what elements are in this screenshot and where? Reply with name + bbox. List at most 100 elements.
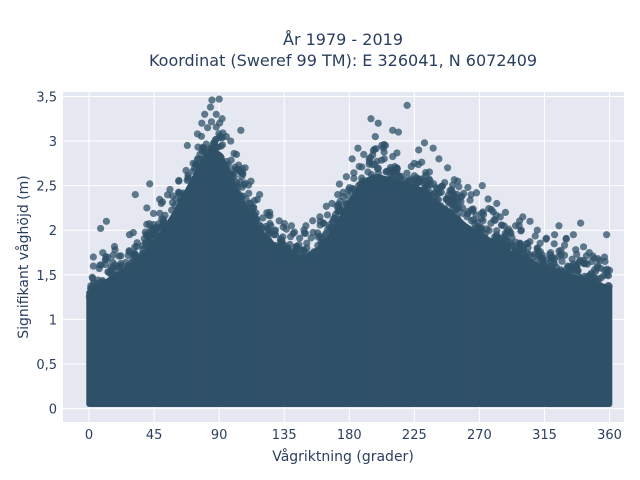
scatter-point xyxy=(159,219,167,227)
scatter-point xyxy=(114,262,122,271)
scatter-point xyxy=(286,240,294,249)
scatter-point xyxy=(322,202,330,210)
scatter-point xyxy=(502,231,510,239)
x-tick-label: 315 xyxy=(532,428,557,443)
scatter-point xyxy=(454,177,462,185)
scatter-point xyxy=(189,159,197,167)
scatter-point xyxy=(542,235,550,243)
y-tick-label: 3,5 xyxy=(36,90,57,105)
x-tick-labels: 0 45 90 135 180 225 270 315 360 xyxy=(85,428,622,443)
scatter-point xyxy=(560,241,569,249)
y-tick-label: 1,5 xyxy=(36,269,57,284)
scatter-point xyxy=(524,239,532,248)
scatter-point xyxy=(183,176,191,185)
scatter-point xyxy=(463,213,471,221)
x-tick-label: 90 xyxy=(211,428,228,443)
scatter-point xyxy=(141,228,149,236)
scatter-point xyxy=(208,96,216,104)
scatter-point xyxy=(594,255,602,263)
scatter-point xyxy=(466,196,474,204)
scatter-point xyxy=(587,272,595,280)
scatter-point xyxy=(429,144,437,152)
scatter-point xyxy=(410,159,418,167)
scatter-point xyxy=(557,251,565,259)
scatter-point xyxy=(231,163,239,171)
scatter-point xyxy=(507,242,515,250)
scatter-point xyxy=(484,195,492,203)
scatter-point xyxy=(504,225,513,233)
scatter-point xyxy=(159,229,167,238)
x-axis-title: Vågriktning (grader) xyxy=(272,448,414,465)
scatter-point xyxy=(536,253,545,262)
scatter-point xyxy=(444,164,452,172)
scatter-point xyxy=(296,234,304,242)
scatter-point xyxy=(447,186,456,194)
scatter-point xyxy=(388,169,396,178)
y-tick-label: 1 xyxy=(49,313,57,328)
scatter-point xyxy=(217,153,225,162)
scatter-point xyxy=(378,156,386,164)
scatter-point xyxy=(310,248,318,256)
scatter-point xyxy=(102,253,110,261)
scatter-point xyxy=(511,222,520,230)
scatter-point xyxy=(125,231,134,239)
scatter-point xyxy=(180,198,188,206)
scatter-point xyxy=(227,137,235,145)
scatter-point xyxy=(247,177,255,185)
scatter-point xyxy=(493,199,501,208)
scatter-point xyxy=(157,199,165,208)
scatter-point xyxy=(603,285,611,293)
scatter-point xyxy=(212,123,220,131)
scatter-point xyxy=(394,128,403,136)
scatter-point xyxy=(89,253,97,261)
scatter-point xyxy=(348,155,356,163)
scatter-point xyxy=(471,220,479,228)
scatter-point xyxy=(537,260,545,268)
scatter-point xyxy=(238,183,246,191)
scatter-point xyxy=(572,246,580,254)
scatter-point xyxy=(96,224,105,233)
scatter-point xyxy=(491,244,499,252)
scatter-point xyxy=(111,246,119,254)
scatter-point xyxy=(550,240,558,248)
y-tick-label: 2,5 xyxy=(36,180,57,195)
scatter-point xyxy=(492,211,500,219)
scatter-point xyxy=(372,176,380,185)
scatter-point xyxy=(434,196,442,204)
scatter-point xyxy=(585,248,593,257)
scatter-point xyxy=(569,260,578,268)
scatter-point xyxy=(593,284,601,292)
scatter-point xyxy=(183,141,191,150)
scatter-point xyxy=(146,235,155,243)
scatter-point xyxy=(543,260,551,268)
scatter-points xyxy=(85,95,614,407)
scatter-point xyxy=(492,236,500,245)
scatter-point xyxy=(89,262,97,270)
scatter-point xyxy=(102,217,110,225)
chart-title-line-1: År 1979 - 2019 xyxy=(283,30,403,49)
scatter-point xyxy=(129,263,138,271)
scatter-point xyxy=(342,173,350,181)
scatter-point xyxy=(501,208,510,217)
x-tick-label: 0 xyxy=(85,428,93,443)
y-tick-label: 0 xyxy=(49,403,57,418)
scatter-point xyxy=(354,181,363,190)
scatter-point xyxy=(222,132,230,141)
scatter-point xyxy=(425,195,433,203)
scatter-point xyxy=(292,242,301,251)
scatter-point xyxy=(290,228,299,236)
scatter-point xyxy=(168,206,176,214)
scatter-point xyxy=(401,185,410,194)
scatter-point xyxy=(508,233,516,242)
scatter-point xyxy=(143,204,151,212)
scatter-point xyxy=(107,277,115,285)
scatter-point xyxy=(246,213,254,221)
scatter-point xyxy=(605,266,614,274)
scatter-point xyxy=(354,144,362,152)
scatter-point xyxy=(198,119,206,127)
y-tick-labels: 0 0,5 1 1,5 2 2,5 3 3,5 xyxy=(36,90,57,417)
scatter-point xyxy=(237,126,245,134)
scatter-point xyxy=(594,263,602,272)
scatter-point xyxy=(469,205,477,213)
